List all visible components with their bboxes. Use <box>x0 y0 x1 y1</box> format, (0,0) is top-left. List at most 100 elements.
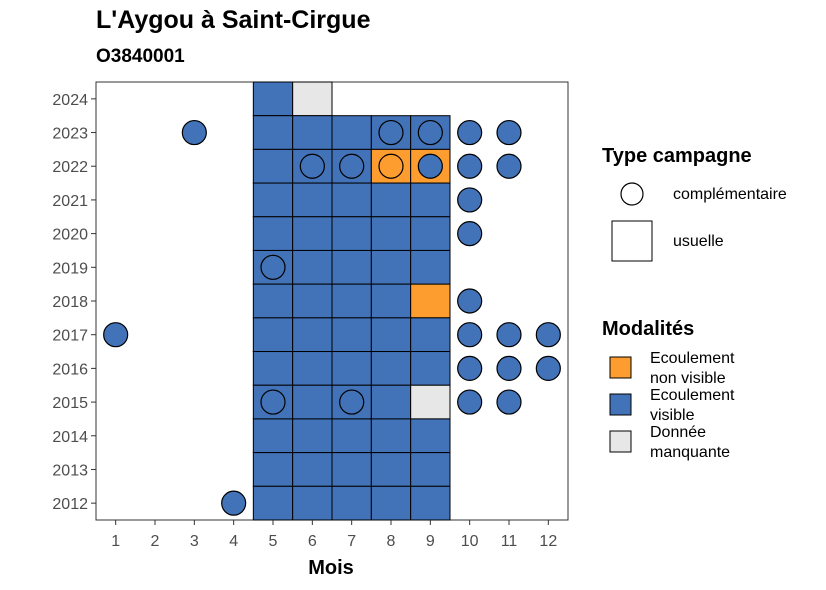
legend-label-DM-line1: Donnée <box>650 424 706 441</box>
x-tick-label-10: 10 <box>461 533 479 550</box>
legend-label-complementaire: complémentaire <box>673 186 787 203</box>
legend-type-title: Type campagne <box>602 145 752 167</box>
point-2017-1 <box>103 322 129 348</box>
y-tick-label-2021: 2021 <box>52 193 88 210</box>
x-tick-label-7: 7 <box>347 533 356 550</box>
x-tick-label-5: 5 <box>269 533 278 550</box>
tile-2012-6 <box>292 485 333 521</box>
tile-2023-6 <box>292 115 333 150</box>
tile-2013-9 <box>410 452 451 487</box>
point-2022-6 <box>299 153 325 179</box>
point-2015-10 <box>457 389 483 415</box>
legend-label-EV-line1: Ecoulement <box>650 387 735 404</box>
tile-2023-5 <box>252 115 294 150</box>
point-2015-5 <box>260 389 286 415</box>
tile-2016-8 <box>370 351 412 386</box>
legend-swatch-ENV <box>609 356 632 379</box>
tile-2021-6 <box>292 182 333 218</box>
legend-swatch-EV <box>609 393 632 416</box>
legend-swatch-DM <box>609 430 632 453</box>
point-2018-10 <box>457 288 483 314</box>
y-tick-label-2019: 2019 <box>52 260 88 277</box>
tile-2013-6 <box>292 452 333 487</box>
point-2016-11 <box>496 355 522 381</box>
point-2022-11 <box>496 153 522 179</box>
tile-2017-6 <box>292 317 333 353</box>
point-2022-7 <box>339 153 365 179</box>
point-2022-10 <box>457 153 483 179</box>
y-tick-label-2015: 2015 <box>52 395 88 412</box>
point-2019-5 <box>260 254 286 280</box>
legend-key-complementaire <box>620 182 644 206</box>
tile-2015-6 <box>292 384 333 420</box>
legend-key-usuelle <box>611 220 653 262</box>
tile-2012-8 <box>370 485 412 521</box>
tile-2021-8 <box>370 182 412 218</box>
y-tick-label-2014: 2014 <box>52 429 88 446</box>
x-tick-label-2: 2 <box>151 533 160 550</box>
x-tick-label-11: 11 <box>501 533 518 550</box>
tile-2012-9 <box>410 485 451 521</box>
tile-2021-9 <box>410 182 451 218</box>
tile-2024-5 <box>252 81 294 117</box>
point-2020-10 <box>457 221 483 247</box>
tile-2014-6 <box>292 418 333 454</box>
tile-2020-6 <box>292 216 333 251</box>
tile-2021-7 <box>331 182 372 218</box>
x-tick-label-1: 1 <box>111 533 120 550</box>
tile-2020-5 <box>252 216 294 251</box>
tile-2012-7 <box>331 485 372 521</box>
point-2017-12 <box>535 322 561 348</box>
point-2023-10 <box>457 119 483 146</box>
tile-2014-8 <box>370 418 412 454</box>
legend-modalites-title: Modalités <box>602 318 694 340</box>
x-axis-label: Mois <box>308 557 354 579</box>
tile-2024-6 <box>292 81 333 117</box>
point-2022-8 <box>378 153 404 179</box>
tile-2013-7 <box>331 452 372 487</box>
y-tick-label-2016: 2016 <box>52 361 88 378</box>
tile-2016-5 <box>252 351 294 386</box>
y-tick-label-2013: 2013 <box>52 462 88 479</box>
tile-2019-6 <box>292 249 333 285</box>
point-2021-10 <box>457 187 483 213</box>
point-2016-12 <box>535 355 561 381</box>
tile-2023-7 <box>331 115 372 150</box>
point-2023-9 <box>417 119 443 146</box>
tile-2019-8 <box>370 249 412 285</box>
y-tick-label-2023: 2023 <box>52 126 88 143</box>
chart-subtitle: O3840001 <box>96 46 185 67</box>
tile-2013-5 <box>252 452 294 487</box>
point-2015-7 <box>339 389 365 415</box>
legend-label-usuelle: usuelle <box>673 233 724 250</box>
tile-2016-6 <box>292 351 333 386</box>
point-2023-11 <box>496 119 522 146</box>
tile-2018-6 <box>292 283 333 319</box>
tile-2020-7 <box>331 216 372 251</box>
tile-2019-7 <box>331 249 372 285</box>
tile-2014-5 <box>252 418 294 454</box>
y-tick-label-2020: 2020 <box>52 227 88 244</box>
legend-label-DM-line2: manquante <box>650 444 730 461</box>
point-2022-9 <box>417 153 443 179</box>
x-tick-label-4: 4 <box>229 533 238 550</box>
tile-2014-7 <box>331 418 372 454</box>
chart-title: L'Aygou à Saint-Cirgue <box>96 6 371 34</box>
point-2015-11 <box>496 389 522 415</box>
tile-2016-9 <box>410 351 451 386</box>
x-tick-label-3: 3 <box>190 533 199 550</box>
tile-2020-9 <box>410 216 451 251</box>
tile-2022-5 <box>252 148 294 184</box>
tile-2012-5 <box>252 485 294 521</box>
point-2012-4 <box>221 490 247 516</box>
y-tick-label-2022: 2022 <box>52 159 88 176</box>
x-tick-label-6: 6 <box>308 533 317 550</box>
y-tick-label-2018: 2018 <box>52 294 88 311</box>
tile-2018-9 <box>410 283 451 319</box>
tile-2015-8 <box>370 384 412 420</box>
legend-label-ENV-line2: non visible <box>650 370 726 387</box>
tile-2017-9 <box>410 317 451 353</box>
y-tick-label-2012: 2012 <box>52 496 88 513</box>
point-2023-8 <box>378 119 404 146</box>
legend-label-ENV-line1: Ecoulement <box>650 350 735 367</box>
